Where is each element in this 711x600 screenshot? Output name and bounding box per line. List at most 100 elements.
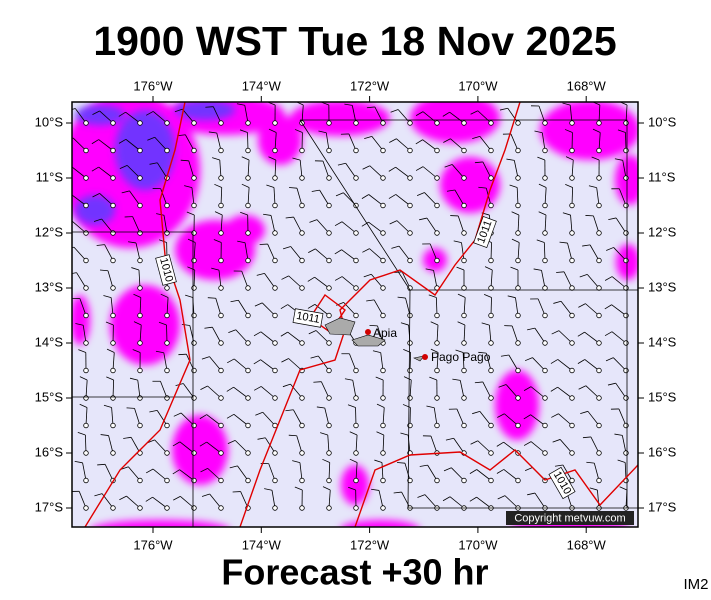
barb-staff [85,407,88,426]
barb-staff [299,160,303,179]
barb-station [434,312,440,319]
barb-flag [294,486,303,491]
barb-station [272,340,278,346]
lat-label: 11°S [36,169,64,184]
barb-staff [85,380,88,399]
barb-flag [371,488,380,491]
barb-station [137,230,143,236]
barb-station [272,230,278,236]
barb-staff [488,325,492,344]
barb-station [272,367,278,374]
barb-flag [213,239,222,243]
barb-staff [237,465,249,481]
barb-flag [478,186,487,189]
barb-flag [496,469,505,474]
barb-flag [582,244,591,247]
barb-staff [156,410,168,426]
barb-flag [129,377,138,381]
barb-flag [619,486,628,491]
barb-flag [311,189,320,192]
barb-flag [96,244,105,246]
barb-flag [253,331,262,337]
barb-flag [240,211,248,216]
barb-flag [78,349,86,353]
barb-staff [378,490,384,509]
image-code: IM2 [683,576,708,593]
barb-station [623,147,629,154]
barb-flag [145,496,153,502]
barb-flag [362,248,370,253]
barb-staff [589,244,600,261]
barb-flag [91,139,99,145]
barb-station [326,257,332,264]
barb-flag [159,239,167,243]
barb-station [326,477,332,484]
barb-flag [577,331,585,337]
barb-flag [582,436,591,439]
barb-staff [110,297,114,316]
barb-staff [476,469,492,481]
barb-flag [591,156,600,161]
barb-flag [72,221,73,222]
barb-station [488,175,494,181]
barb-station [191,477,197,484]
barb-staff [290,246,303,261]
barb-staff [233,386,249,399]
barb-station [218,285,224,291]
barb-station [434,367,440,374]
barb-staff [345,162,357,179]
barb-station [623,422,629,429]
barb-station [164,422,170,429]
barb-flag [199,414,207,420]
barb-flag [565,156,574,161]
barb-staff [490,242,492,261]
barb-flag [92,193,100,198]
barb-staff [613,247,627,261]
barb-staff [293,216,303,234]
barb-flag [181,324,190,326]
barb-flag [445,437,454,441]
barb-staff [108,435,114,454]
barb-station [461,120,467,126]
barb-station [218,505,224,511]
barb-flag [553,300,562,304]
barb-staff [111,407,114,426]
barb-station [461,230,467,236]
barb-station [461,147,467,154]
barb-station [299,230,305,236]
barb-staff [433,270,438,289]
barb-flag [254,302,263,307]
barb-station [596,422,602,429]
barb-staff [319,189,330,206]
barb-flag [617,459,626,463]
barb-flag [607,382,616,386]
barb-staff [587,411,600,426]
barb-flag [470,440,478,445]
barb-station [164,450,170,456]
barb-station [272,175,278,181]
barb-staff [511,325,519,344]
barb-station [515,395,521,401]
barb-staff [517,242,520,261]
barb-station [218,367,224,374]
barb-station [218,147,224,154]
barb-staff [234,440,249,454]
barb-staff [129,190,141,206]
barb-station [407,202,413,209]
barb-staff [72,194,87,206]
barb-staff [396,138,411,151]
barb-station [353,175,359,181]
barb-staff [401,491,411,509]
barb-flag [417,494,426,498]
barb-flag [92,110,100,115]
barb-staff [613,357,627,371]
barb-staff [368,221,384,234]
barb-station [623,312,629,319]
barb-flag [94,493,103,497]
barb-station [245,395,251,401]
barb-flag [268,156,276,161]
barb-flag [496,441,504,447]
barb-staff [477,110,492,124]
barb-staff [128,466,141,481]
barb-station [380,257,386,264]
